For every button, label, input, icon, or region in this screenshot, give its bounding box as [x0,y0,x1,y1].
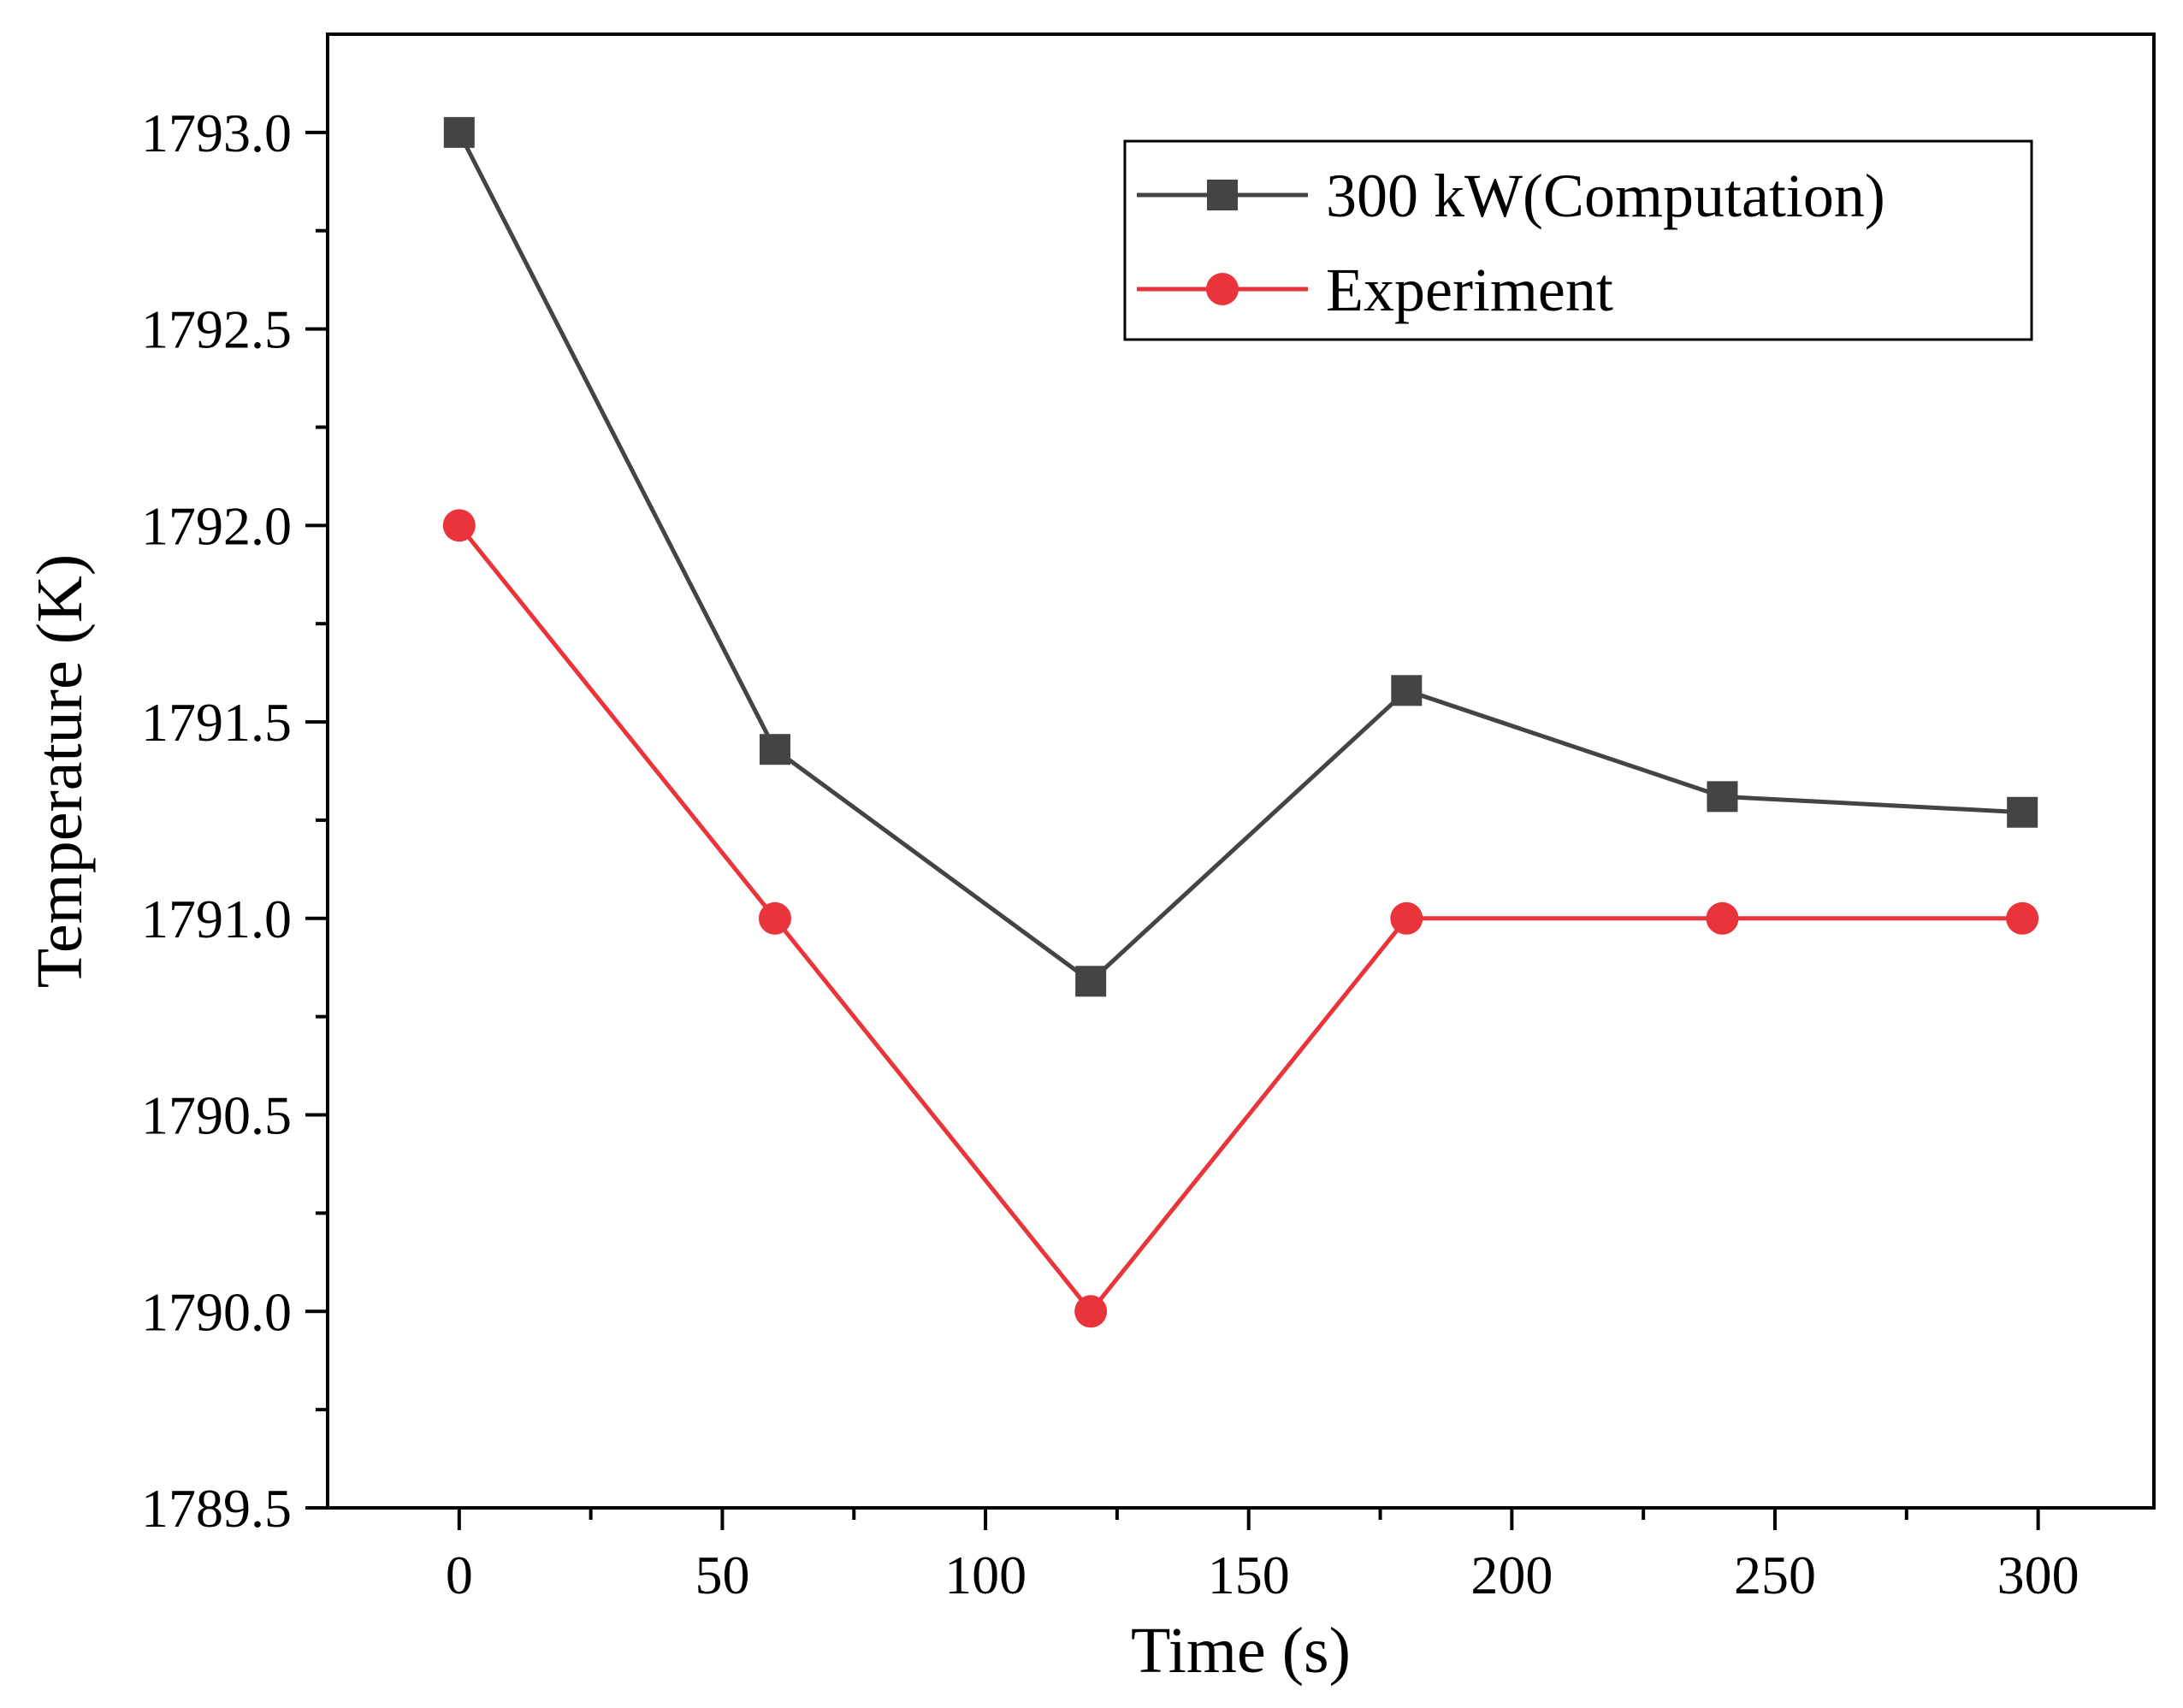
data-point-1-1 [758,901,791,935]
x-tick-label-50: 50 [695,1545,749,1605]
y-tick-label-1792: 1792.0 [141,495,292,556]
x-tick-label-250: 250 [1734,1545,1816,1605]
y-tick-label-1790.5: 1790.5 [141,1085,292,1146]
data-point-0-2 [1075,966,1107,997]
x-tick-label-100: 100 [944,1545,1026,1605]
data-point-1-0 [442,509,476,542]
y-tick-label-1790: 1790.0 [141,1281,292,1342]
y-tick-label-1791.5: 1791.5 [141,692,292,753]
x-axis-title: Time (s) [1131,1615,1351,1687]
y-tick-label-1792.5: 1792.5 [141,299,292,360]
x-tick-label-200: 200 [1470,1545,1553,1605]
data-point-0-0 [443,116,475,148]
x-tick-label-150: 150 [1208,1545,1290,1605]
series-line-1 [457,523,2023,1315]
data-point-0-1 [759,734,790,765]
data-point-0-3 [1391,675,1423,706]
legend-label-1: Experiment [1326,256,1613,324]
data-point-1-2 [1074,1295,1108,1328]
x-tick-label-0: 0 [446,1545,473,1605]
data-point-1-5 [2006,901,2039,935]
legend-label-0: 300 kW(Computation) [1326,162,1885,230]
y-axis-title: Temperature (K) [24,554,96,988]
data-point-1-4 [1706,901,1739,935]
plot-frame [326,33,2156,1510]
data-point-1-3 [1390,901,1423,935]
legend-marker-1 [1206,273,1239,305]
y-tick-label-1791: 1791.0 [141,889,292,949]
data-point-0-5 [2007,796,2038,828]
legend-marker-0 [1207,180,1238,210]
y-tick-label-1793: 1793.0 [141,103,292,163]
x-tick-label-300: 300 [1997,1545,2079,1605]
series-line-0 [457,131,2023,984]
data-point-0-4 [1707,781,1738,813]
y-tick-label-1789.5: 1789.5 [141,1478,292,1539]
legend-box [1123,139,2033,341]
